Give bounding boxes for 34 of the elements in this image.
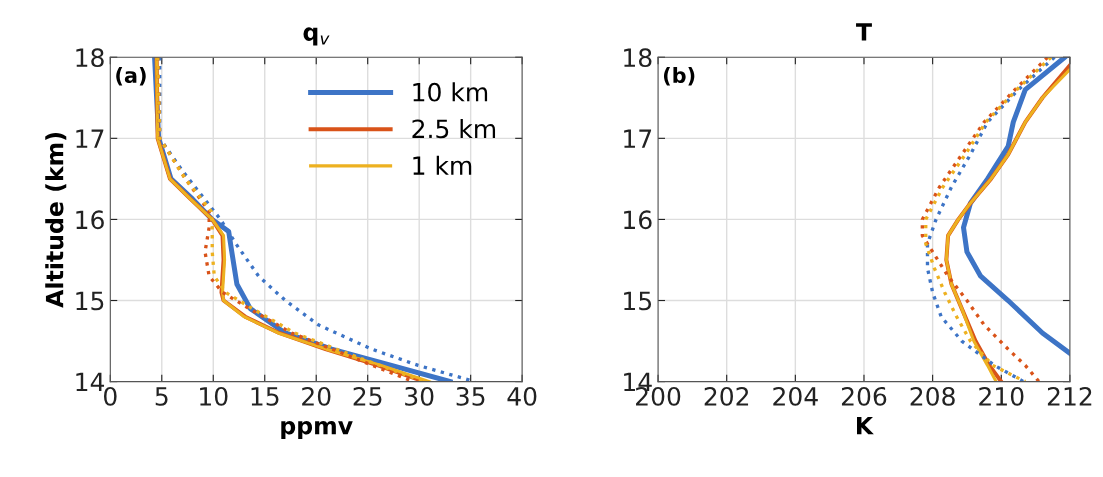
x-axis-title: ppmv xyxy=(281,420,353,440)
x-axis-title: K xyxy=(857,416,874,435)
x-tick-label: 5 xyxy=(155,387,168,406)
x-tick-label: 204 xyxy=(773,386,818,406)
y-tick-label: 16 xyxy=(76,210,104,230)
x-tick-label: 25 xyxy=(353,386,382,406)
x-tick-label: 212 xyxy=(1047,386,1092,406)
x-tick-label: 208 xyxy=(910,386,955,406)
x-tick-label: 202 xyxy=(704,386,749,406)
y-tick-label: 15 xyxy=(624,291,652,311)
y-tick-label: 14 xyxy=(76,372,105,392)
legend-label: 2.5 km xyxy=(412,118,496,139)
y-tick-label: 16 xyxy=(624,210,652,230)
x-tick-label: 0 xyxy=(104,386,117,406)
x-tick-label: 15 xyxy=(251,387,279,406)
y-tick-label: 18 xyxy=(624,48,652,68)
legend-label: 10 km xyxy=(413,82,488,102)
annotation: (a) xyxy=(116,66,146,86)
y-tick-label: 18 xyxy=(76,48,104,68)
x-tick-label: 20 xyxy=(302,386,331,406)
x-tick-label: 206 xyxy=(841,386,887,406)
x-tick-label: 210 xyxy=(979,386,1024,406)
chart-title: T xyxy=(856,23,872,41)
x-tick-label: 40 xyxy=(507,386,537,406)
chart-title: q$_{v}$ xyxy=(303,27,330,46)
x-tick-label: 35 xyxy=(456,386,485,406)
y-tick-label: 17 xyxy=(76,129,104,148)
y-tick-label: 17 xyxy=(624,129,652,148)
legend-label: 1 km xyxy=(413,155,472,175)
annotation: (b) xyxy=(663,66,695,86)
y-tick-label: 15 xyxy=(76,291,104,311)
x-tick-label: 10 xyxy=(200,386,228,406)
y-axis-title: Altitude (km) xyxy=(45,133,67,308)
x-tick-label: 30 xyxy=(405,386,434,406)
